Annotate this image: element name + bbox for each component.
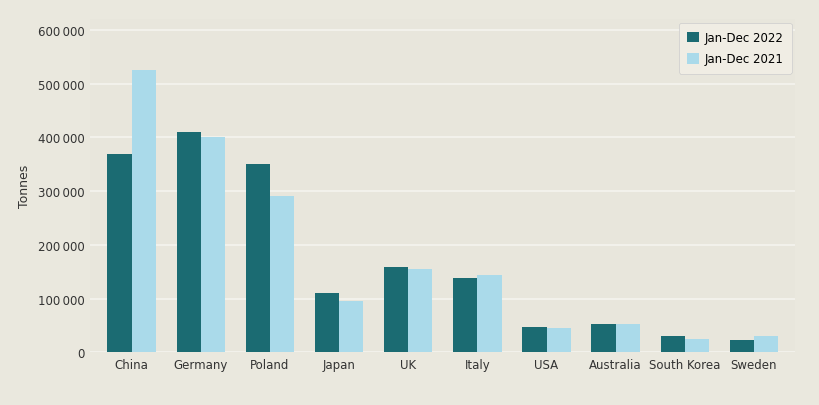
- Bar: [269, 197, 294, 352]
- Bar: [246, 165, 269, 352]
- Bar: [753, 336, 777, 352]
- Bar: [615, 324, 639, 352]
- Bar: [590, 324, 615, 352]
- Bar: [339, 301, 363, 352]
- Bar: [477, 276, 501, 352]
- Legend: Jan-Dec 2022, Jan-Dec 2021: Jan-Dec 2022, Jan-Dec 2021: [678, 24, 791, 75]
- Bar: [176, 133, 201, 352]
- Bar: [314, 294, 339, 352]
- Bar: [383, 268, 408, 352]
- Bar: [408, 269, 432, 352]
- Bar: [545, 328, 570, 352]
- Y-axis label: Tonnes: Tonnes: [18, 165, 31, 208]
- Bar: [107, 154, 132, 352]
- Bar: [522, 327, 545, 352]
- Bar: [660, 336, 684, 352]
- Bar: [729, 341, 753, 352]
- Bar: [453, 278, 477, 352]
- Bar: [684, 339, 708, 352]
- Bar: [132, 71, 156, 352]
- Bar: [201, 138, 224, 352]
